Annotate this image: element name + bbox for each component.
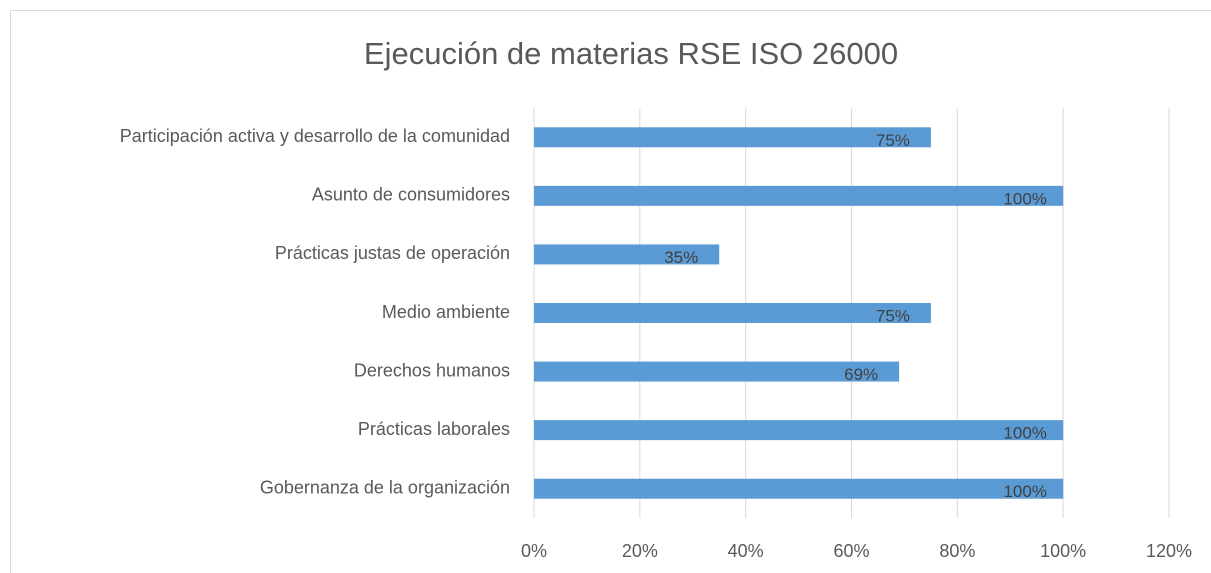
x-tick-label: 20% xyxy=(622,541,658,561)
value-label: 35% xyxy=(664,248,698,267)
bar xyxy=(534,127,931,148)
x-tick-label: 60% xyxy=(833,541,869,561)
chart-title: Ejecución de materias RSE ISO 26000 xyxy=(364,36,898,71)
y-tick-label: Medio ambiente xyxy=(382,302,510,322)
y-tick-label: Asunto de consumidores xyxy=(312,185,510,205)
y-tick-label: Participación activa y desarrollo de la … xyxy=(120,126,510,146)
value-label: 75% xyxy=(876,306,910,325)
value-label: 100% xyxy=(1003,424,1046,443)
value-label: 100% xyxy=(1003,482,1046,501)
x-tick-label: 80% xyxy=(939,541,975,561)
bar xyxy=(534,185,1064,206)
y-tick-label: Gobernanza de la organización xyxy=(260,477,510,497)
value-label: 100% xyxy=(1003,189,1046,208)
x-tick-label: 0% xyxy=(521,541,547,561)
x-tick-label: 40% xyxy=(728,541,764,561)
bar xyxy=(534,478,1064,499)
y-tick-label: Prácticas justas de operación xyxy=(275,243,510,263)
bar xyxy=(534,303,931,323)
y-tick-label: Derechos humanos xyxy=(354,360,510,380)
x-tick-label: 120% xyxy=(1146,541,1192,561)
x-tick-label: 100% xyxy=(1040,541,1086,561)
value-label: 75% xyxy=(876,131,910,150)
chart-border xyxy=(10,10,1211,573)
value-label: 69% xyxy=(844,365,878,384)
y-tick-label: Prácticas laborales xyxy=(358,419,510,439)
bar xyxy=(534,244,720,265)
bar xyxy=(534,420,1064,441)
bar xyxy=(534,361,900,382)
